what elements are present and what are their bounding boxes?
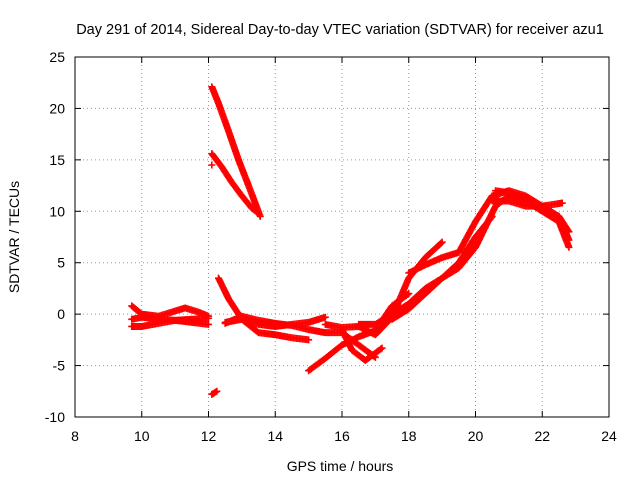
data-point-marker bbox=[377, 345, 385, 353]
data-point-marker bbox=[565, 243, 573, 251]
data-point-marker bbox=[205, 320, 212, 328]
x-tick-label: 10 bbox=[134, 428, 150, 444]
y-tick-label: 10 bbox=[49, 203, 65, 219]
data-point-marker bbox=[305, 336, 313, 344]
data-point-marker bbox=[558, 199, 566, 207]
data-point-marker bbox=[205, 314, 212, 322]
x-tick-label: 14 bbox=[267, 428, 283, 444]
x-tick-label: 18 bbox=[401, 428, 417, 444]
data-point-marker bbox=[213, 387, 221, 395]
data-point-marker bbox=[437, 239, 445, 247]
series-trace-13 bbox=[338, 326, 386, 364]
series-trace-8 bbox=[215, 274, 313, 344]
y-tick-label: 20 bbox=[49, 100, 65, 116]
x-tick-label: 22 bbox=[534, 428, 550, 444]
data-points bbox=[128, 83, 573, 398]
data-point-marker bbox=[208, 161, 216, 169]
y-tick-label: 25 bbox=[49, 49, 65, 65]
axis-ticks: 8 10 12 14 16 18 20 22 24 -10 -5 0 5 10 15 20 25 bbox=[45, 49, 617, 444]
data-point-marker bbox=[565, 236, 573, 244]
y-tick-label: -5 bbox=[53, 358, 66, 374]
series-trace-6 bbox=[208, 161, 216, 169]
grid bbox=[75, 57, 609, 417]
y-axis-label: SDTVAR / TECUs bbox=[6, 181, 22, 293]
y-tick-label: 0 bbox=[57, 306, 65, 322]
x-tick-label: 20 bbox=[468, 428, 484, 444]
data-point-marker bbox=[405, 290, 413, 298]
y-tick-label: -10 bbox=[45, 409, 65, 425]
x-tick-label: 16 bbox=[334, 428, 350, 444]
x-tick-label: 8 bbox=[71, 428, 79, 444]
data-point-marker bbox=[321, 313, 329, 321]
data-point-marker bbox=[378, 344, 386, 352]
series-trace-4 bbox=[208, 83, 264, 220]
data-point-marker bbox=[253, 208, 261, 216]
x-axis-label: GPS time / hours bbox=[287, 458, 394, 474]
series-trace-7 bbox=[208, 387, 221, 398]
y-tick-label: 5 bbox=[57, 255, 65, 271]
x-tick-label: 12 bbox=[201, 428, 217, 444]
series-trace-1 bbox=[128, 302, 212, 320]
series-trace-18 bbox=[492, 187, 573, 244]
data-point-marker bbox=[438, 238, 446, 246]
chart-title: Day 291 of 2014, Sidereal Day-to-day VTE… bbox=[76, 22, 604, 38]
y-tick-label: 15 bbox=[49, 152, 65, 168]
x-tick-label: 24 bbox=[601, 428, 617, 444]
series-trace-14 bbox=[355, 212, 496, 328]
series-trace-5 bbox=[208, 150, 263, 217]
series-trace-3 bbox=[128, 314, 212, 330]
data-point-marker bbox=[255, 209, 263, 217]
